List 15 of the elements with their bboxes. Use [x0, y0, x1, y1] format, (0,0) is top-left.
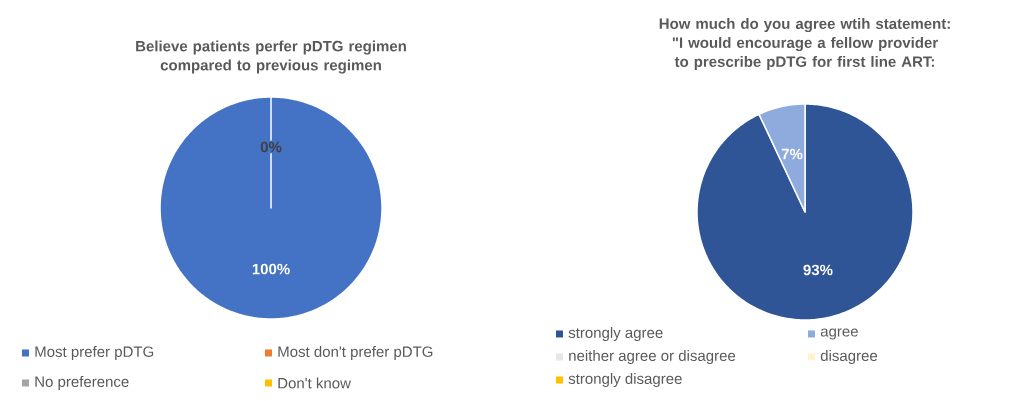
chart-title: Believe patients perfer pDTG regimen compared to previous regimen: [136, 40, 406, 74]
legend-label: No preference: [35, 376, 129, 390]
legend-label: Most don't prefer pDTG: [278, 345, 433, 360]
text: 0%: [260, 141, 282, 153]
chart-title: How much do you agree wtih statement: "I would encourage a fellow provider to prescribe pDTG for first line ART:: [659, 18, 950, 70]
legend-label: strongly agree: [568, 327, 663, 341]
legend-label: disagree: [820, 350, 878, 364]
data-label: 100%: [252, 263, 290, 275]
legend-label: Don't know: [278, 377, 351, 389]
legend-label: neither agree or disagree: [569, 350, 736, 364]
data-label: 7%: [781, 148, 803, 160]
legend-label: agree: [820, 328, 858, 340]
data-label: 93%: [803, 264, 833, 276]
legend-label: Most prefer pDTG: [35, 346, 154, 360]
legend-label: strongly disagree: [568, 372, 682, 387]
